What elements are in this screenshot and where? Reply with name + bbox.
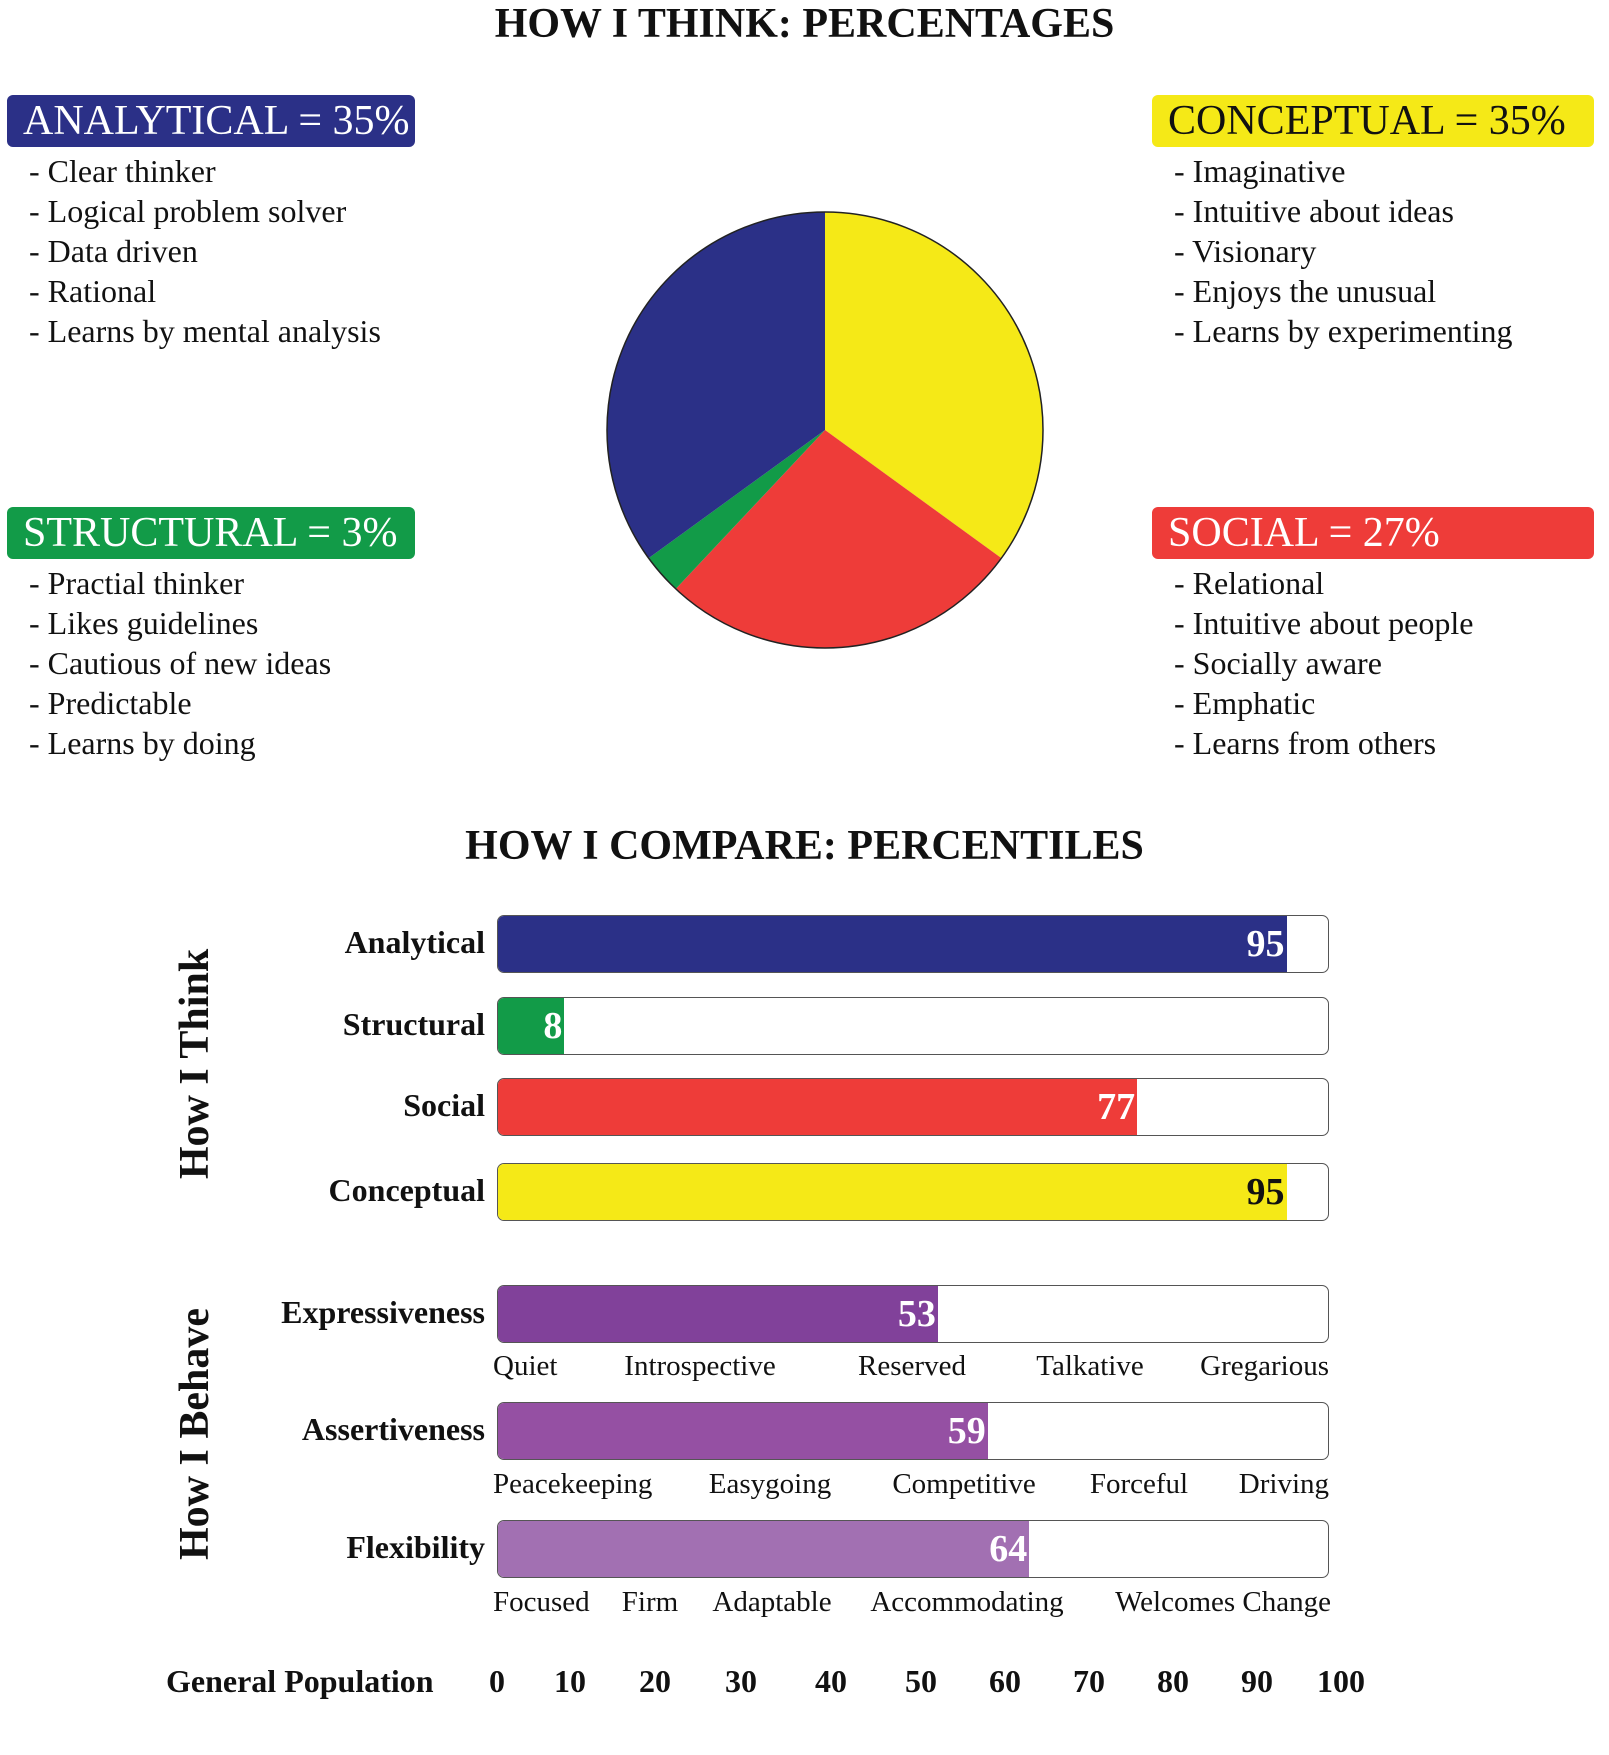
bar-social: 77 (498, 1079, 1138, 1135)
trait: - Data driven (29, 233, 198, 269)
pie-slice-analytical (607, 212, 825, 559)
x-tick-label: 60 (989, 1663, 1021, 1699)
x-tick-label: 40 (815, 1663, 847, 1699)
x-tick-label: 0 (489, 1663, 505, 1699)
trait: - Relational (1174, 565, 1325, 601)
quadrant-structural-traits: - Practial thinker - Likes guidelines - … (29, 563, 415, 763)
scale-word: Firm (621, 1586, 679, 1618)
pie-outline (606, 211, 1044, 649)
trait: - Clear thinker (29, 153, 216, 189)
trait: - Visionary (1174, 233, 1317, 269)
x-tick-label: 30 (725, 1663, 757, 1699)
bar-value-analytical: 95 (1246, 923, 1285, 965)
row-label-structural: Structural (342, 1006, 485, 1042)
quadrant-analytical: ANALYTICAL = 35% - Clear thinker - Logic… (7, 95, 415, 351)
x-tick-label: 10 (554, 1663, 586, 1699)
bar-value-social: 77 (1097, 1086, 1136, 1128)
bar-value-assertiveness: 59 (947, 1410, 986, 1452)
trait: - Cautious of new ideas (29, 645, 332, 681)
trait: - Predictable (29, 685, 192, 721)
x-axis-label: General Population (166, 1663, 434, 1699)
bar-structural: 8 (498, 998, 565, 1054)
quadrant-analytical-heading: ANALYTICAL = 35% (7, 95, 415, 147)
bar-assertiveness: 59 (498, 1403, 988, 1459)
pie-slice-conceptual (825, 212, 1043, 559)
scale-word: Accommodating (870, 1586, 1064, 1618)
bar-title: HOW I COMPARE: PERCENTILES (465, 823, 1144, 869)
pie-chart (606, 211, 1044, 649)
trait: - Enjoys the unusual (1174, 273, 1437, 309)
row-label-analytical: Analytical (344, 924, 485, 960)
trait: - Learns from others (1174, 725, 1437, 761)
quadrant-conceptual-traits: - Imaginative - Intuitive about ideas - … (1174, 151, 1594, 351)
row-label-assertiveness: Assertiveness (301, 1411, 485, 1447)
scale-word: Focused (493, 1586, 590, 1618)
pie-title: HOW I THINK: PERCENTAGES (494, 1, 1115, 47)
quadrant-conceptual-heading: CONCEPTUAL = 35% (1152, 95, 1594, 147)
trait: - Imaginative (1174, 153, 1346, 189)
trait: - Practial thinker (29, 565, 245, 601)
trait: - Rational (29, 273, 157, 309)
row-label-social: Social (403, 1087, 485, 1123)
trait: - Learns by experimenting (1174, 313, 1513, 349)
quadrant-social-heading: SOCIAL = 27% (1152, 507, 1594, 559)
scale-word: Reserved (858, 1350, 966, 1382)
pie-slice-structural (648, 430, 825, 589)
bar-track-structural: 8 (497, 997, 1329, 1055)
row-label-flexibility: Flexibility (346, 1529, 485, 1565)
scale-word: Forceful (1089, 1468, 1189, 1500)
bar-track-social: 77 (497, 1078, 1329, 1136)
trait: - Socially aware (1174, 645, 1382, 681)
trait: - Intuitive about people (1174, 605, 1474, 641)
scale-word: Adaptable (712, 1586, 832, 1618)
bar-track-analytical: 95 (497, 915, 1329, 973)
row-label-conceptual: Conceptual (328, 1172, 485, 1208)
scale-word: Driving (1238, 1468, 1329, 1500)
bar-analytical: 95 (498, 916, 1287, 972)
trait: - Intuitive about ideas (1174, 193, 1454, 229)
trait: - Learns by mental analysis (29, 313, 381, 349)
trait: - Emphatic (1174, 685, 1316, 721)
scale-word: Talkative (1036, 1350, 1144, 1382)
x-tick-label: 80 (1157, 1663, 1189, 1699)
bar-track-assertiveness: 59 (497, 1402, 1329, 1460)
bar-value-flexibility: 64 (989, 1528, 1028, 1570)
quadrant-social: SOCIAL = 27% - Relational - Intuitive ab… (1152, 507, 1594, 763)
scale-word: Gregarious (1200, 1350, 1329, 1382)
bar-expressiveness: 53 (498, 1286, 938, 1342)
bar-conceptual: 95 (498, 1164, 1287, 1220)
quadrant-analytical-traits: - Clear thinker - Logical problem solver… (29, 151, 415, 351)
bar-flexibility: 64 (498, 1521, 1030, 1577)
scale-word: Quiet (493, 1350, 558, 1382)
quadrant-structural-heading: STRUCTURAL = 3% (7, 507, 415, 559)
bar-value-expressiveness: 53 (897, 1293, 936, 1335)
bar-track-expressiveness: 53 (497, 1285, 1329, 1343)
bar-value-conceptual: 95 (1246, 1171, 1285, 1213)
bar-track-flexibility: 64 (497, 1520, 1329, 1578)
x-tick-label: 100 (1317, 1663, 1365, 1699)
quadrant-social-traits: - Relational - Intuitive about people - … (1174, 563, 1594, 763)
bar-track-conceptual: 95 (497, 1163, 1329, 1221)
x-tick-label: 70 (1073, 1663, 1105, 1699)
trait: - Learns by doing (29, 725, 256, 761)
group-label-behave: How I Behave (172, 1308, 218, 1560)
group-label-think: How I Think (172, 948, 218, 1180)
quadrant-conceptual: CONCEPTUAL = 35% - Imaginative - Intuiti… (1152, 95, 1594, 351)
scale-word: Peacekeeping (493, 1468, 653, 1500)
pie-slice-social (675, 430, 1002, 648)
scale-word: Easygoing (708, 1468, 832, 1500)
quadrant-structural: STRUCTURAL = 3% - Practial thinker - Lik… (7, 507, 415, 763)
bar-value-structural: 8 (543, 1005, 563, 1047)
scale-word: Introspective (624, 1350, 776, 1382)
scale-word: Welcomes Change (1115, 1586, 1331, 1618)
scale-word: Competitive (892, 1468, 1036, 1500)
x-tick-label: 90 (1241, 1663, 1273, 1699)
row-label-expressiveness: Expressiveness (281, 1294, 485, 1330)
trait: - Logical problem solver (29, 193, 347, 229)
x-tick-label: 20 (639, 1663, 671, 1699)
trait: - Likes guidelines (29, 605, 259, 641)
x-tick-label: 50 (905, 1663, 937, 1699)
